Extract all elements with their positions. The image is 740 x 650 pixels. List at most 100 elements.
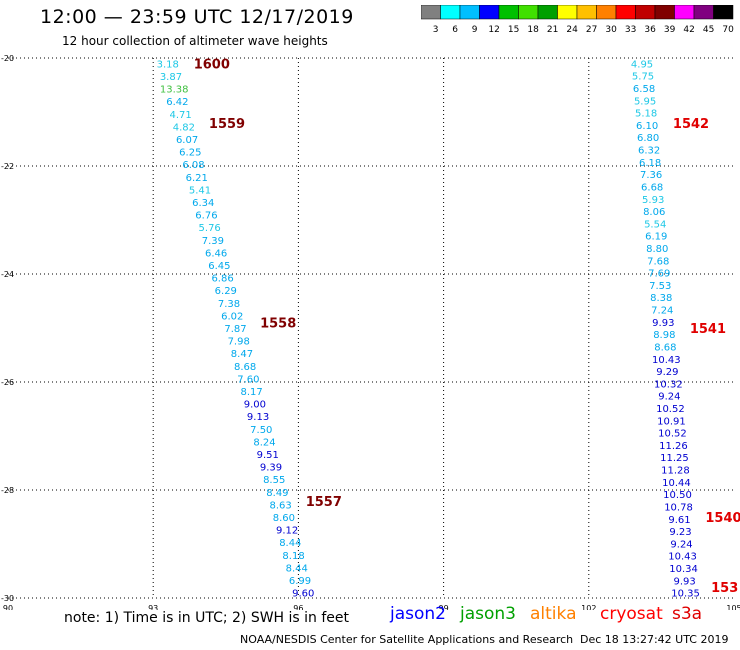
colorbar-label: 18 bbox=[527, 25, 539, 35]
swh-value-label: 6.42 bbox=[166, 97, 188, 108]
time-label: 1540 bbox=[705, 511, 740, 526]
swh-value-label: 8.44 bbox=[279, 538, 301, 549]
time-label: 1600 bbox=[194, 57, 230, 72]
swh-value-label: 5.95 bbox=[634, 96, 656, 107]
swh-value-label: 8.68 bbox=[654, 342, 676, 353]
colorbar-label: 6 bbox=[452, 25, 458, 35]
x-tick-label: 99 bbox=[439, 604, 449, 610]
swh-value-label: 6.80 bbox=[637, 133, 659, 144]
x-tick-label: 90 bbox=[3, 604, 13, 610]
swh-value-label: 6.18 bbox=[639, 158, 661, 169]
swh-value-label: 7.98 bbox=[228, 337, 250, 348]
swh-value-label: 6.99 bbox=[289, 576, 311, 587]
swh-value-label: 8.38 bbox=[650, 293, 672, 304]
swh-value-label: 7.39 bbox=[202, 236, 224, 247]
swh-value-label: 10.52 bbox=[658, 429, 687, 440]
colorbar-label: 30 bbox=[605, 25, 617, 35]
swh-value-label: 7.87 bbox=[224, 324, 246, 335]
swh-value-label: 10.52 bbox=[656, 404, 685, 415]
swh-value-label: 13.38 bbox=[160, 85, 189, 96]
swh-value-label: 6.58 bbox=[633, 84, 655, 95]
swh-value-label: 4.71 bbox=[169, 110, 191, 121]
swh-value-label: 10.50 bbox=[663, 490, 692, 501]
swh-value-label: 6.68 bbox=[641, 182, 663, 193]
colorbar-label: 45 bbox=[703, 25, 714, 35]
swh-value-label: 8.60 bbox=[273, 513, 295, 524]
swh-value-label: 6.29 bbox=[215, 286, 237, 297]
satellite-altika-label: altika bbox=[530, 604, 577, 624]
colorbar-label: 3 bbox=[433, 25, 439, 35]
satellite-jason2-label: jason2 bbox=[390, 604, 446, 624]
y-tick-label: -26 bbox=[1, 378, 14, 387]
swh-value-label: 9.24 bbox=[658, 392, 680, 403]
swh-value-label: 11.25 bbox=[660, 453, 689, 464]
colorbar-label: 70 bbox=[722, 25, 734, 35]
swh-value-label: 7.24 bbox=[651, 306, 673, 317]
swh-value-label: 10.44 bbox=[662, 478, 691, 489]
colorbar-swatch bbox=[713, 5, 734, 20]
colorbar-label: 39 bbox=[664, 25, 676, 35]
swh-value-label: 8.55 bbox=[263, 475, 285, 486]
swh-value-label: 8.80 bbox=[646, 244, 668, 255]
page-subtitle: 12 hour collection of altimeter wave hei… bbox=[62, 34, 328, 48]
swh-value-label: 6.25 bbox=[179, 148, 201, 159]
colorbar-label: 36 bbox=[644, 25, 656, 35]
satellite-cryosat-label: cryosat bbox=[600, 604, 663, 624]
swh-value-label: 9.61 bbox=[668, 515, 690, 526]
swh-value-label: 9.93 bbox=[652, 318, 674, 329]
time-label: 1542 bbox=[673, 117, 709, 132]
swh-value-label: 5.75 bbox=[632, 72, 654, 83]
satellite-jason3-label: jason3 bbox=[460, 604, 516, 624]
colorbar-label: 33 bbox=[625, 25, 636, 35]
swh-value-label: 10.91 bbox=[657, 416, 686, 427]
swh-value-label: 5.76 bbox=[199, 223, 221, 234]
swh-value-label: 6.08 bbox=[182, 160, 204, 171]
y-tick-label: -20 bbox=[1, 54, 14, 63]
swh-value-label: 6.02 bbox=[221, 311, 243, 322]
swh-value-label: 9.51 bbox=[257, 450, 279, 461]
credit-text: NOAA/NESDIS Center for Satellite Applica… bbox=[240, 633, 574, 646]
swh-value-label: 8.06 bbox=[643, 207, 665, 218]
swh-value-label: 8.24 bbox=[253, 437, 275, 448]
swh-value-label: 9.13 bbox=[247, 412, 269, 423]
swh-value-label: 10.34 bbox=[669, 564, 698, 575]
swh-value-label: 6.07 bbox=[176, 135, 198, 146]
swh-value-label: 10.78 bbox=[664, 502, 693, 513]
swh-value-label: 7.60 bbox=[237, 374, 259, 385]
swh-value-label: 3.18 bbox=[157, 59, 179, 70]
colorbar-label: 24 bbox=[566, 25, 578, 35]
satellite-s3a-label: s3a bbox=[672, 604, 703, 624]
x-tick-label: 105 bbox=[726, 604, 740, 610]
swh-value-label: 8.63 bbox=[270, 500, 292, 511]
swh-value-label: 9.24 bbox=[670, 539, 692, 550]
swh-value-label: 11.26 bbox=[659, 441, 688, 452]
swh-value-label: 4.95 bbox=[631, 59, 653, 70]
swh-value-label: 7.50 bbox=[250, 425, 272, 436]
swh-value-label: 5.54 bbox=[644, 219, 666, 230]
swh-value-label: 9.12 bbox=[276, 526, 298, 537]
swh-value-label: 7.53 bbox=[649, 281, 671, 292]
swh-value-label: 8.98 bbox=[653, 330, 675, 341]
swh-value-label: 8.47 bbox=[231, 349, 253, 360]
wave-height-map: 90 93 96 99 102 105 -20 -22 -24 -26 -28 -30 3.18 3.87… bbox=[1, 54, 740, 610]
swh-value-label: 9.29 bbox=[656, 367, 678, 378]
swh-value-label: 10.32 bbox=[654, 379, 683, 390]
swh-value-label: 6.86 bbox=[211, 274, 233, 285]
swh-value-label: 8.44 bbox=[286, 563, 308, 574]
y-tick-label: -30 bbox=[1, 594, 14, 603]
swh-value-label: 8.49 bbox=[266, 488, 288, 499]
swh-value-label: 8.68 bbox=[234, 362, 256, 373]
swh-value-label: 3.87 bbox=[160, 72, 182, 83]
swh-value-label: 6.34 bbox=[192, 198, 214, 209]
swh-value-label: 9.93 bbox=[673, 576, 695, 587]
legend-note: note: 1) Time is in UTC; 2) SWH is in fe… bbox=[64, 610, 350, 626]
time-label: 1541 bbox=[690, 322, 726, 337]
x-tick-label: 93 bbox=[148, 604, 158, 610]
swh-value-label: 7.38 bbox=[218, 299, 240, 310]
swh-value-label: 9.23 bbox=[669, 527, 691, 538]
swh-value-label: 6.19 bbox=[645, 232, 667, 243]
swh-value-label: 4.82 bbox=[173, 122, 195, 133]
swh-value-label: 9.39 bbox=[260, 463, 282, 474]
swh-value-label: 8.18 bbox=[282, 551, 304, 562]
